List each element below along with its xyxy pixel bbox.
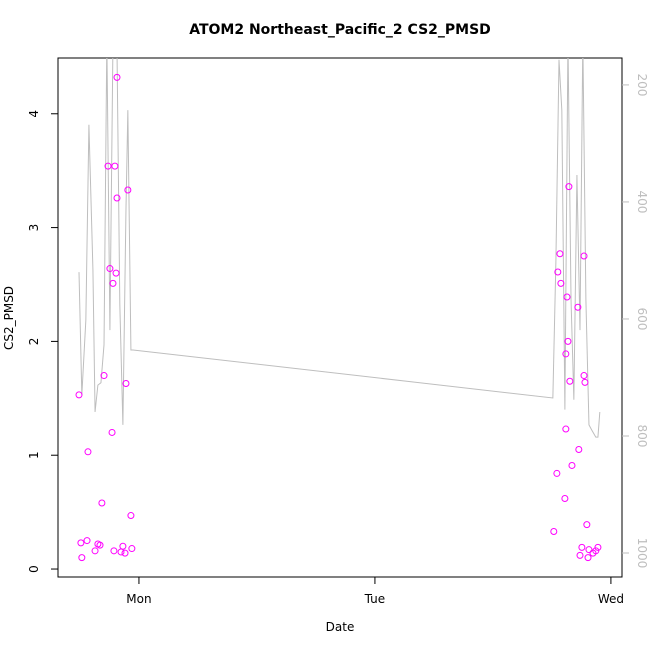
- y-axis-label: CS2_PMSD: [2, 286, 16, 350]
- point: [98, 499, 106, 507]
- point: [583, 521, 591, 529]
- point: [566, 377, 574, 385]
- point: [112, 269, 120, 277]
- point: [124, 186, 132, 194]
- x-tick-label: Mon: [126, 592, 151, 606]
- point: [561, 494, 569, 502]
- line: [78, 58, 601, 438]
- point: [554, 268, 562, 276]
- point: [77, 539, 85, 547]
- point: [127, 512, 135, 520]
- point: [578, 543, 586, 551]
- point: [128, 545, 136, 553]
- y-tick-label: 0: [27, 565, 41, 573]
- point: [106, 265, 114, 273]
- y2-tick-label: 400: [635, 190, 649, 213]
- point: [564, 337, 572, 345]
- point: [585, 546, 593, 554]
- point: [563, 293, 571, 301]
- y-tick-label: 4: [27, 110, 41, 118]
- y2-tick-label: 600: [635, 308, 649, 331]
- point: [580, 252, 588, 260]
- y-tick-label: 3: [27, 224, 41, 232]
- y-tick-label: 2: [27, 338, 41, 346]
- point: [117, 548, 125, 556]
- point: [594, 543, 602, 551]
- point: [91, 547, 99, 555]
- point: [104, 162, 112, 170]
- point: [553, 469, 561, 477]
- point: [592, 547, 600, 555]
- point: [100, 372, 108, 380]
- point: [122, 380, 130, 388]
- point: [568, 461, 576, 469]
- point: [113, 73, 121, 81]
- y2-tick-label: 1000: [635, 538, 649, 569]
- y2-tick-label: 800: [635, 425, 649, 448]
- point: [557, 279, 565, 287]
- point: [121, 549, 129, 557]
- point: [575, 446, 583, 454]
- point: [78, 554, 86, 562]
- point: [111, 162, 119, 170]
- point: [75, 391, 83, 399]
- plot-frame: [57, 57, 623, 578]
- y-tick-label: 1: [27, 451, 41, 459]
- point: [113, 194, 121, 202]
- point: [108, 428, 116, 436]
- point: [119, 542, 127, 550]
- chart-title: ATOM2 Northeast_Pacific_2 CS2_PMSD: [189, 22, 491, 38]
- point: [584, 554, 592, 562]
- point: [110, 547, 118, 555]
- plot-area: [75, 58, 602, 562]
- point: [574, 303, 582, 311]
- point: [581, 378, 589, 386]
- point: [84, 448, 92, 456]
- point: [556, 250, 564, 258]
- point: [83, 537, 91, 545]
- point: [550, 527, 558, 535]
- point: [109, 279, 117, 287]
- y2-tick-label: 200: [635, 73, 649, 96]
- x-tick-label: Tue: [364, 592, 386, 606]
- x-axis-label: Date: [326, 620, 355, 634]
- point: [96, 541, 104, 549]
- point: [576, 551, 584, 559]
- point: [580, 372, 588, 380]
- x-tick-label: Wed: [598, 592, 624, 606]
- point: [562, 350, 570, 358]
- point: [565, 183, 573, 191]
- point: [562, 425, 570, 433]
